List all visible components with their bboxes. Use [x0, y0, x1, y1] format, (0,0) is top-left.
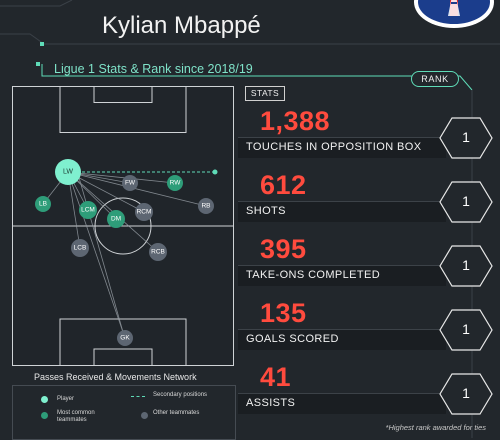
svg-text:LB: LB: [39, 201, 47, 208]
svg-text:FW: FW: [125, 180, 136, 187]
rank-hexagon-icon: [439, 117, 493, 159]
rank-value: 1: [462, 385, 470, 401]
svg-text:RCM: RCM: [137, 209, 152, 216]
stat-label: SHOTS: [246, 205, 286, 217]
node-lw-player: LW: [55, 159, 81, 185]
stat-label-box: [238, 137, 446, 158]
stats-header: STATS: [245, 86, 285, 101]
common-swatch-icon: [41, 412, 48, 419]
svg-text:LW: LW: [63, 169, 73, 176]
other-swatch-icon: [141, 412, 148, 419]
svg-text:GK: GK: [120, 335, 130, 342]
svg-text:DM: DM: [111, 216, 121, 223]
stat-label: TOUCHES IN OPPOSITION BOX: [246, 141, 422, 153]
stat-label-box: [238, 265, 446, 286]
stat-label: GOALS SCORED: [246, 333, 339, 345]
node-rb: RB: [198, 198, 214, 214]
stat-label: ASSISTS: [246, 397, 296, 409]
rank-hexagon-icon: [439, 309, 493, 351]
stat-value: 41: [260, 362, 292, 392]
rank-header: RANK: [411, 71, 459, 87]
player-name: Kylian Mbappé: [102, 12, 261, 39]
node-rw: RW: [167, 175, 183, 191]
rank-value: 1: [462, 129, 470, 145]
pitch-caption: Passes Received & Movements Network: [34, 372, 197, 382]
node-fw: FW: [122, 175, 138, 191]
node-lcb: LCB: [71, 239, 89, 257]
svg-text:RCB: RCB: [151, 249, 165, 256]
svg-text:RB: RB: [201, 203, 210, 210]
rank-value: 1: [462, 321, 470, 337]
node-dm: DM: [107, 210, 125, 228]
svg-text:LCB: LCB: [74, 245, 87, 252]
stat-value: 135: [260, 298, 307, 328]
legend: Player Secondary positions Most common t…: [12, 385, 236, 440]
svg-text:LCM: LCM: [81, 207, 95, 214]
legend-player: Player: [57, 396, 75, 402]
secondary-line-icon: [131, 396, 145, 397]
footnote: *Highest rank awarded for ties: [385, 423, 486, 432]
stat-label: TAKE-ONS COMPLETED: [246, 269, 381, 281]
rank-value: 1: [462, 193, 470, 209]
node-rcm: RCM: [135, 203, 153, 221]
legend-secondary: Secondary positions: [153, 392, 208, 398]
node-rcb: RCB: [149, 243, 167, 261]
node-lb: LB: [35, 196, 51, 212]
stat-label-box: [238, 329, 446, 350]
stat-value: 612: [260, 170, 307, 200]
stat-value: 395: [260, 234, 307, 264]
node-lcm: LCM: [79, 201, 97, 219]
rank-hexagon-icon: [439, 181, 493, 223]
pitch: FW RW LB LCM RCM DM RB LCB RCB GK LW: [12, 86, 234, 366]
rank-value: 1: [462, 257, 470, 273]
node-gk: GK: [117, 330, 133, 346]
player-swatch-icon: [41, 396, 48, 403]
stat-value: 1,388: [260, 106, 331, 136]
stat-label-box: [238, 393, 446, 414]
subtitle: Ligue 1 Stats & Rank since 2018/19: [54, 62, 253, 76]
rank-hexagon-icon: [439, 373, 493, 415]
legend-other: Other teammates: [153, 410, 200, 416]
legend-common: Most common teammates: [57, 410, 95, 423]
rank-hexagon-icon: [439, 245, 493, 287]
svg-text:RW: RW: [170, 180, 182, 187]
stat-label-box: [238, 201, 446, 222]
psg-crest-icon: [414, 0, 494, 28]
